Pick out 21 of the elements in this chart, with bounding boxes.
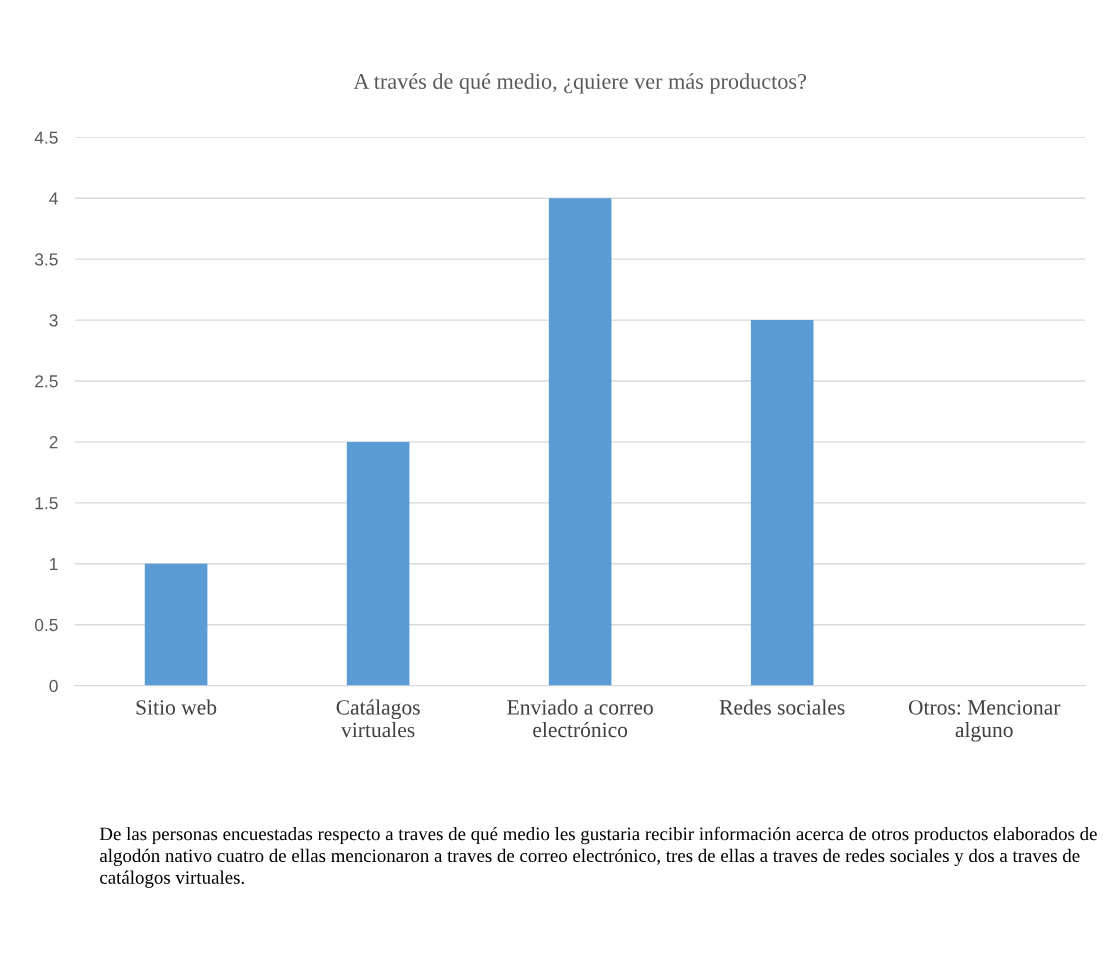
y-tick-label: 2 bbox=[49, 436, 58, 449]
bar bbox=[548, 198, 612, 686]
chart-title: A través de qué medio, ¿quiere ver más productos? bbox=[353, 73, 807, 94]
y-tick-label: 0 bbox=[49, 679, 58, 693]
bar bbox=[750, 320, 814, 686]
y-tick-label: 1.5 bbox=[35, 497, 58, 510]
y-tick-label: 0.5 bbox=[34, 618, 58, 632]
y-tick-label: 4 bbox=[49, 192, 58, 205]
bar bbox=[144, 563, 208, 686]
x-tick-label: Catálagos virtuales bbox=[336, 699, 420, 738]
y-tick-label: 1 bbox=[50, 558, 58, 571]
x-tick-label: Redes sociales bbox=[719, 699, 845, 715]
y-tick-label: 3 bbox=[49, 314, 58, 327]
x-tick-label: Enviado a correo electrónico bbox=[507, 699, 653, 738]
bar bbox=[346, 441, 410, 686]
x-tick-label: Sitio web bbox=[136, 699, 217, 715]
x-tick-label: Otros: Mencionar alguno bbox=[908, 700, 1061, 742]
y-tick-label: 3.5 bbox=[34, 253, 58, 266]
y-tick-label: 4.5 bbox=[34, 131, 58, 144]
text: De las personas encuestadas respecto a traves de qué medio les gustaria recibir información acerca de otros productos elaborados de algodón nativo cuatro de ellas mencionaron a traves de correo electrónico, tres de ellas a traves de redes sociales y dos a traves de catálogos virtuales. bbox=[99, 826, 1097, 888]
y-tick-label: 2.5 bbox=[35, 375, 58, 388]
